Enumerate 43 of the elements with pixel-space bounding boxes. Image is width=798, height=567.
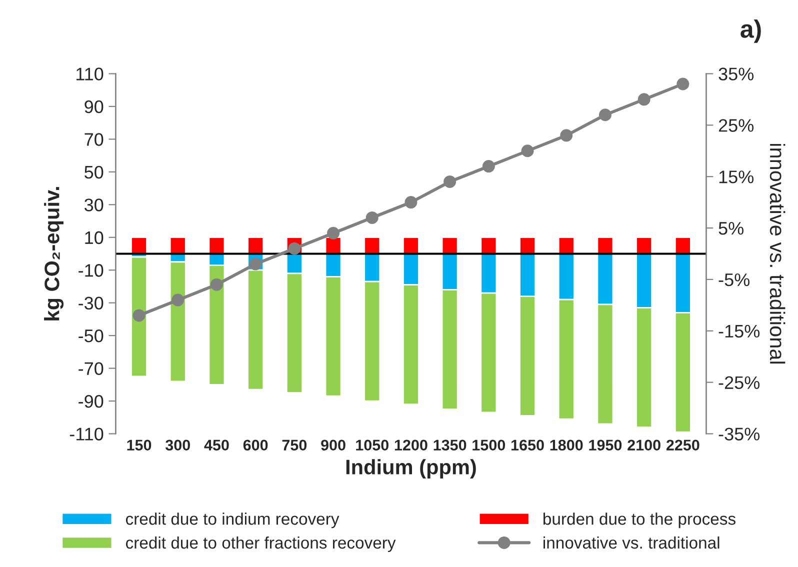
y-tick-label: -10	[78, 264, 104, 277]
chart-title: a)	[740, 20, 761, 43]
y2-tick-label: -35%	[718, 428, 760, 440]
y-tick-label: 110	[76, 68, 104, 80]
y2-tick-label: 5%	[718, 222, 744, 235]
x-tick-label: 1500	[472, 440, 506, 451]
legend-label: innovative vs. traditional	[544, 536, 720, 549]
legend-label: credit due to indium recovery	[126, 512, 340, 528]
legend-label: burden due to the process	[543, 512, 736, 528]
y-tick-label: 10	[85, 231, 104, 244]
y2-tick-label: -5%	[718, 273, 750, 286]
x-tick-label: 300	[165, 440, 190, 451]
y-tick-label: 90	[84, 100, 104, 114]
y-tick-label: -110	[70, 428, 104, 440]
x-tick-label: 1200	[394, 440, 428, 451]
y-tick-label: -30	[78, 296, 104, 310]
y2-tick-label: -25%	[718, 376, 760, 390]
y-tick-label: -50	[78, 329, 104, 342]
y2-tick-label: 35%	[718, 68, 754, 80]
x-tick-label: 600	[243, 440, 268, 451]
y2-tick-label: 25%	[718, 119, 754, 132]
x-tick-label: 2250	[666, 440, 700, 451]
y-tick-label: -90	[78, 394, 104, 408]
y-axis-title: kg CO₂-equiv.	[44, 187, 64, 320]
x-tick-label: 150	[127, 440, 152, 451]
y2-tick-label: -15%	[718, 324, 760, 338]
x-tick-label: 450	[204, 440, 229, 451]
x-tick-label: 1950	[589, 440, 622, 451]
x-tick-label: 750	[282, 440, 307, 451]
y2-tick-label: 15%	[719, 170, 754, 184]
legend-label: credit due to other fractions recovery	[126, 536, 396, 552]
x-tick-label: 1050	[356, 440, 388, 451]
x-tick-label: 900	[321, 440, 346, 451]
y2-axis-title: innovative vs. traditional	[770, 144, 786, 364]
y-tick-label: 50	[84, 166, 104, 179]
y-tick-label: -70	[78, 362, 104, 376]
y-tick-label: 30	[84, 198, 104, 212]
x-tick-label: 2100	[628, 440, 660, 451]
x-tick-label: 1350	[434, 440, 466, 451]
x-tick-label: 1650	[511, 440, 544, 451]
x-tick-label: 1800	[550, 440, 583, 451]
y-tick-label: 70	[84, 133, 104, 146]
x-axis-title: Indium (ppm)	[346, 459, 476, 479]
